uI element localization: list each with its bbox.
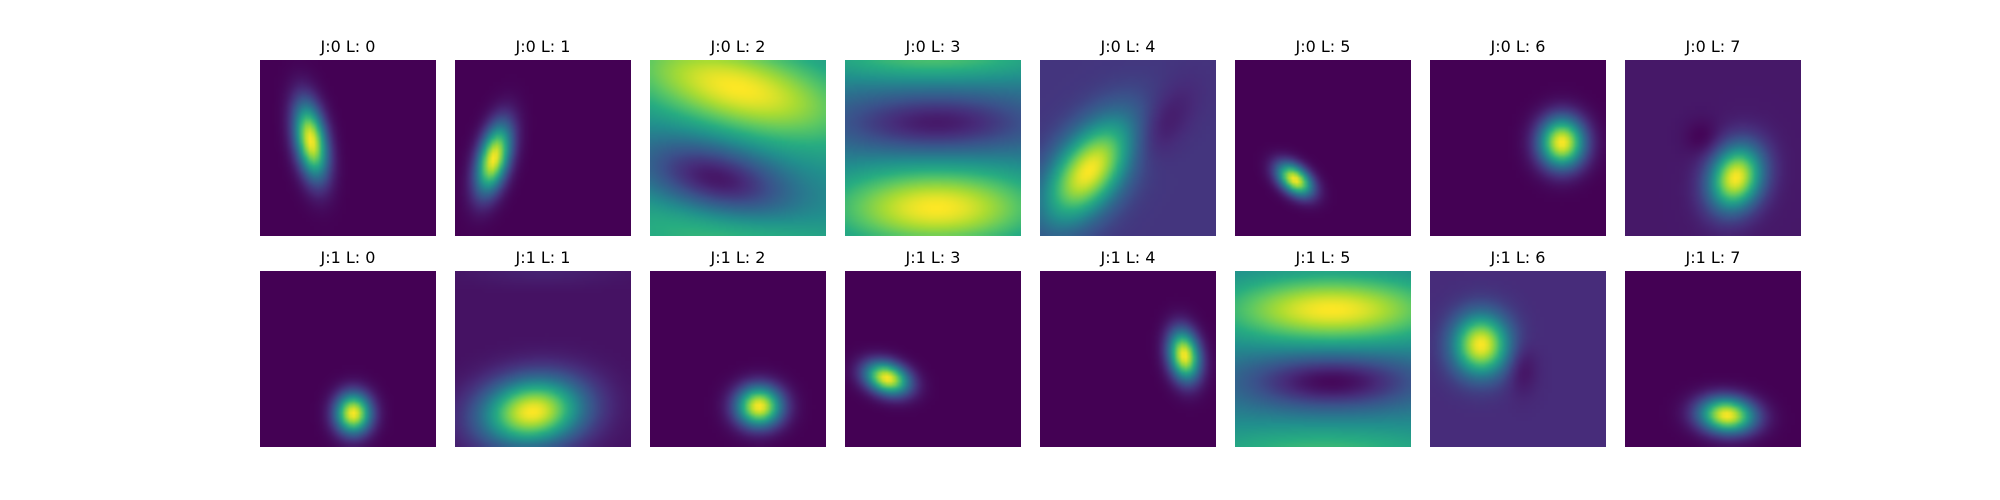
panel-title: J:1 L: 7 [1685, 248, 1741, 267]
panel-title: J:1 L: 5 [1295, 248, 1351, 267]
panel: J:0 L: 4 [1040, 37, 1216, 236]
panel-title: J:0 L: 0 [320, 37, 376, 56]
panel: J:0 L: 7 [1625, 37, 1801, 236]
panel-title: J:0 L: 2 [710, 37, 766, 56]
heatmap-image [1625, 60, 1801, 236]
panel: J:0 L: 1 [455, 37, 631, 236]
heatmap-image [845, 60, 1021, 236]
heatmap-image [1235, 60, 1411, 236]
panel: J:1 L: 4 [1040, 248, 1216, 447]
panel: J:0 L: 2 [650, 37, 826, 236]
panel-title: J:0 L: 4 [1100, 37, 1156, 56]
panel: J:1 L: 1 [455, 248, 631, 447]
heatmap-image [455, 60, 631, 236]
panel: J:1 L: 2 [650, 248, 826, 447]
panel-title: J:1 L: 2 [710, 248, 766, 267]
panel-title: J:1 L: 0 [320, 248, 376, 267]
heatmap-image [1040, 60, 1216, 236]
panel-title: J:0 L: 7 [1685, 37, 1741, 56]
panel: J:1 L: 5 [1235, 248, 1411, 447]
panel-title: J:1 L: 6 [1490, 248, 1546, 267]
panel-title: J:0 L: 5 [1295, 37, 1351, 56]
panel: J:1 L: 3 [845, 248, 1021, 447]
heatmap-image [260, 60, 436, 236]
heatmap-image [260, 271, 436, 447]
panel: J:1 L: 0 [260, 248, 436, 447]
panel-title: J:1 L: 1 [515, 248, 571, 267]
heatmap-image [845, 271, 1021, 447]
panel: J:0 L: 6 [1430, 37, 1606, 236]
panel-title: J:0 L: 6 [1490, 37, 1546, 56]
heatmap-image [1625, 271, 1801, 447]
panel: J:1 L: 6 [1430, 248, 1606, 447]
heatmap-image [1235, 271, 1411, 447]
heatmap-image [1040, 271, 1216, 447]
panel: J:0 L: 5 [1235, 37, 1411, 236]
heatmap-image [1430, 271, 1606, 447]
panel-title: J:0 L: 3 [905, 37, 961, 56]
panel: J:0 L: 3 [845, 37, 1021, 236]
panels-grid: J:0 L: 0 J:0 L: 1 J:0 L: 2 J:0 L: 3 J:0 L: 4… [260, 37, 1801, 447]
panel-title: J:1 L: 4 [1100, 248, 1156, 267]
panel: J:0 L: 0 [260, 37, 436, 236]
heatmap-image [1430, 60, 1606, 236]
panel-title: J:1 L: 3 [905, 248, 961, 267]
panel: J:1 L: 7 [1625, 248, 1801, 447]
panel-title: J:0 L: 1 [515, 37, 571, 56]
heatmap-image [650, 60, 826, 236]
heatmap-image [455, 271, 631, 447]
heatmap-image [650, 271, 826, 447]
